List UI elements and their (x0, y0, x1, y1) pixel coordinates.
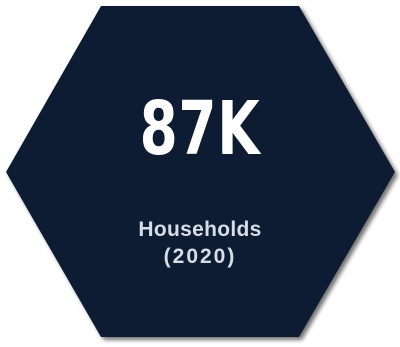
stat-label: Households (2020) (0, 216, 400, 270)
stat-label-title: Households (138, 218, 262, 241)
hexagon-fill (6, 6, 395, 337)
stat-label-year: (2020) (163, 245, 237, 268)
stat-value: 87K (139, 86, 261, 172)
